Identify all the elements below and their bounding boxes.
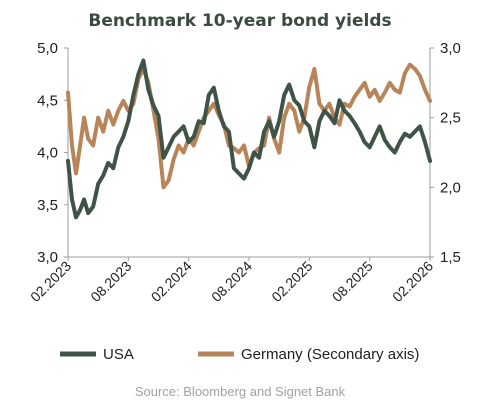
x-tick-label: 08.2025 <box>329 258 376 305</box>
right-tick-label: 3,0 <box>440 40 461 57</box>
left-tick-label: 5,0 <box>37 40 58 57</box>
series-germany-line <box>66 62 432 190</box>
legend-germany-label: Germany (Secondary axis) <box>241 346 419 363</box>
x-tick-label: 02.2024 <box>148 258 195 305</box>
right-tick-label: 2,0 <box>440 179 461 196</box>
left-tick-label: 3,5 <box>37 197 58 214</box>
right-tick-label: 1,5 <box>440 249 461 266</box>
legend-usa-label: USA <box>103 346 134 363</box>
left-tick-label: 3,0 <box>37 249 58 266</box>
left-tick-label: 4,0 <box>37 145 58 162</box>
chart-title: Benchmark 10-year bond yields <box>88 11 391 31</box>
right-tick-label: 2,5 <box>440 110 461 127</box>
x-axis: 02.2023 08.2023 02.2024 08.2024 02.2025 08.20… <box>27 256 436 305</box>
left-tick-label: 4,5 <box>37 92 58 109</box>
source-note: Source: Bloomberg and Signet Bank <box>135 384 346 399</box>
series-usa-line <box>66 58 432 220</box>
left-y-axis: 3,0 3,5 4,0 4,5 5,0 <box>37 40 69 266</box>
x-tick-label: 08.2024 <box>208 258 255 305</box>
right-y-axis: 1,5 2,0 2,5 3,0 <box>429 40 461 266</box>
x-tick-label: 02.2026 <box>389 258 436 305</box>
x-tick-label: 08.2023 <box>87 258 134 305</box>
series-layer <box>66 58 432 220</box>
x-tick-label: 02.2025 <box>268 258 315 305</box>
legend: USA Germany (Secondary axis) <box>60 346 419 363</box>
